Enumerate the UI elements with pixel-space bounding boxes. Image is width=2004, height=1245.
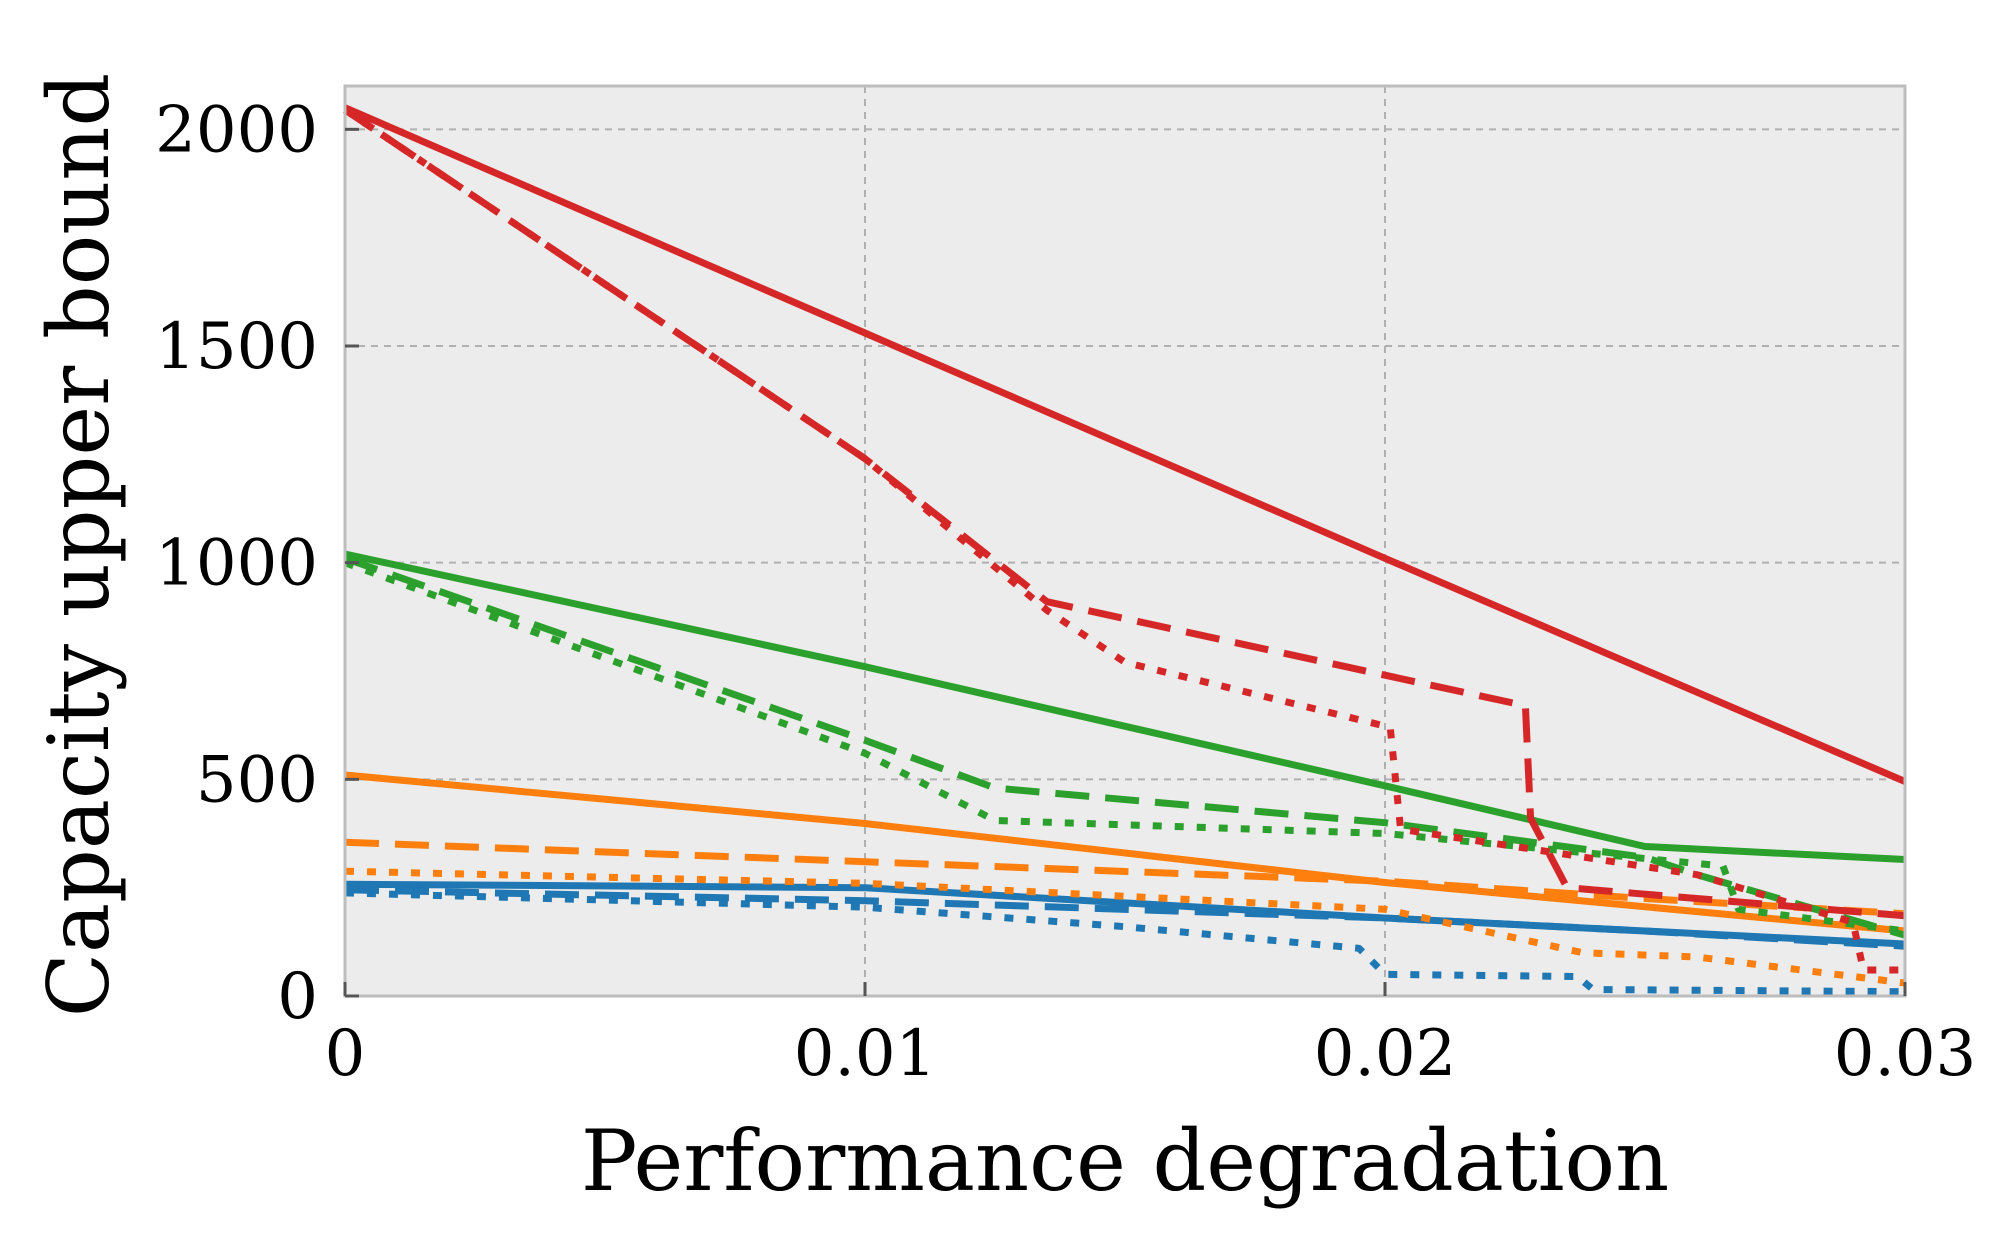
series-line-green-solid <box>344 550 1906 863</box>
series-line-red-dashed <box>343 106 1906 920</box>
series-line-red-solid <box>343 104 1907 785</box>
series-line-blue-solid <box>344 880 1906 948</box>
grid-layer <box>345 86 1905 996</box>
series-line-green-dotted <box>343 559 1906 935</box>
tick-label-layer: 0 0.01 0.02 0.03 0 500 1000 1500 2000 <box>155 93 1976 1091</box>
x-tick-label: 0.03 <box>1834 1017 1977 1091</box>
series-line-blue-dotted <box>344 889 1906 996</box>
x-tick-label: 0.02 <box>1314 1017 1457 1091</box>
plot-area <box>345 86 1905 996</box>
series-line-orange-dotted <box>344 867 1906 987</box>
series-line-red-dotted <box>343 106 1905 974</box>
y-tick-label: 1000 <box>155 527 318 601</box>
plot-frame <box>343 84 1907 998</box>
series-line-orange-solid <box>344 771 1906 935</box>
y-tick-label: 0 <box>277 960 318 1034</box>
series-line-green-dashed <box>343 554 1906 939</box>
y-axis-title: Capacity upper bound <box>30 73 128 1018</box>
plot-background <box>345 86 1905 996</box>
y-tick-label: 2000 <box>155 93 318 167</box>
x-axis-title: Performance degradation <box>581 1112 1669 1210</box>
y-tick-label: 1500 <box>155 310 318 384</box>
series-layer <box>343 104 1907 996</box>
tick-layer <box>343 127 1907 998</box>
x-tick-label: 0 <box>325 1017 366 1091</box>
x-tick-label: 0.01 <box>794 1017 937 1091</box>
y-tick-label: 500 <box>196 743 318 817</box>
